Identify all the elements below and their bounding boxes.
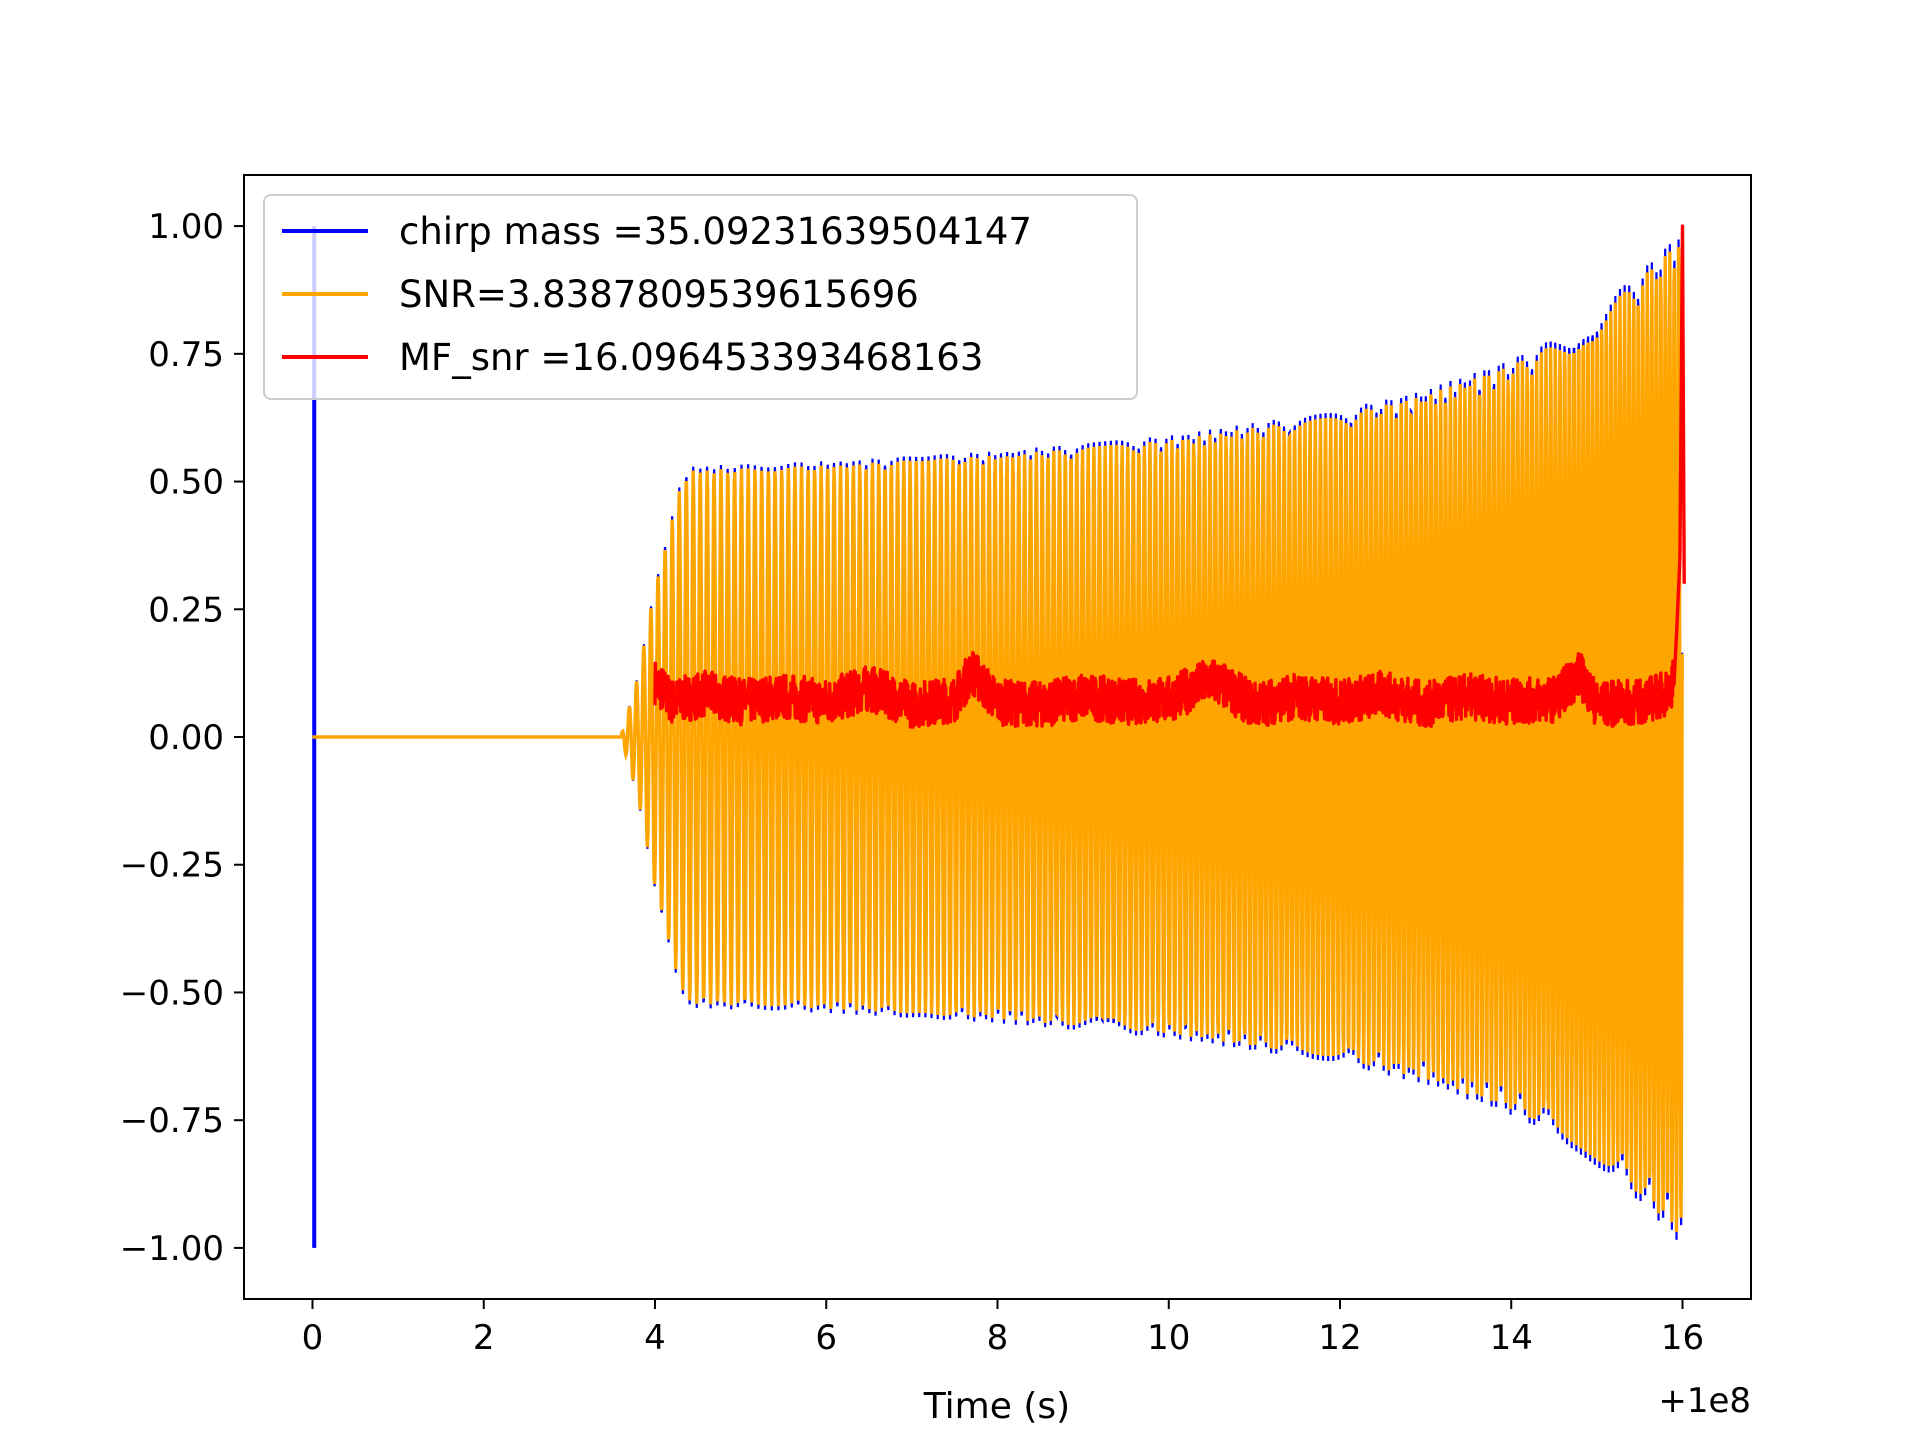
- x-offset-label: +1e8: [1658, 1381, 1751, 1421]
- x-tick-label: 10: [1147, 1318, 1190, 1358]
- y-tick-label: −0.25: [120, 846, 224, 886]
- y-tick-label: −0.75: [120, 1101, 224, 1141]
- x-tick-label: 2: [473, 1318, 495, 1358]
- x-tick-label: 8: [987, 1318, 1009, 1358]
- x-tick-label: 14: [1490, 1318, 1533, 1358]
- y-tick-label: −1.00: [120, 1229, 224, 1269]
- mf-snr-series-line: [653, 224, 1686, 729]
- legend-label-mf-snr: MF_snr =16.096453393468163: [399, 336, 983, 379]
- x-tick-label: 6: [815, 1318, 837, 1358]
- legend-label-chirp-mass: chirp mass =35.09231639504147: [399, 210, 1032, 253]
- legend-label-snr: SNR=3.8387809539615696: [399, 273, 919, 316]
- y-tick-label: 0.25: [148, 590, 224, 630]
- y-tick-label: 1.00: [148, 207, 224, 247]
- y-tick-label: −0.50: [120, 973, 224, 1013]
- y-tick-label: 0.75: [148, 335, 224, 375]
- y-tick-label: 0.00: [148, 718, 224, 758]
- x-tick-label: 0: [302, 1318, 324, 1358]
- y-tick-label: 0.50: [148, 463, 224, 503]
- legend-box: [263, 194, 1138, 400]
- x-tick-label: 4: [644, 1318, 666, 1358]
- legend: chirp mass =35.09231639504147 SNR=3.8387…: [263, 194, 1138, 400]
- x-axis-label: Time (s): [923, 1386, 1070, 1427]
- axis-ticks: 0 2 4 6 8 10 12 14 16 1.00 0.75 0.50 0.25 0.00 −0.25 −0…: [120, 207, 1704, 1358]
- x-tick-label: 16: [1661, 1318, 1704, 1358]
- x-tick-label: 12: [1318, 1318, 1361, 1358]
